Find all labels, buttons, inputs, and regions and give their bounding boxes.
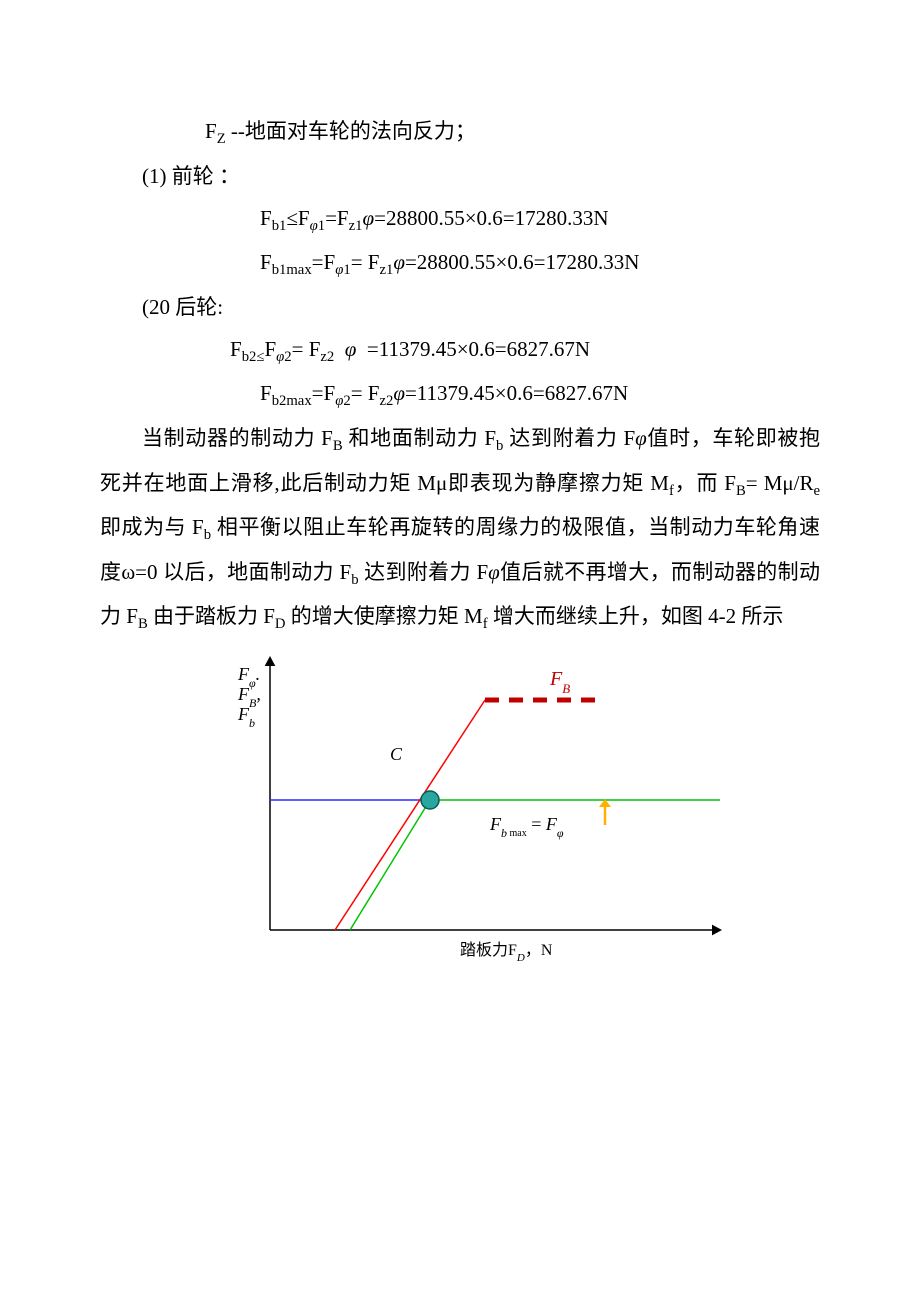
- item-20-rear-wheel: (20 后轮:: [100, 286, 820, 328]
- item-1-front-wheel: (1) 前轮 ：: [100, 155, 820, 197]
- equation-fb2max: Fb2max=Fφ2= Fz2φ=11379.45×0.6=6827.67N: [100, 372, 820, 417]
- chart-figure-4-2: Fφ.FB,FbCFBFb max = Fφ踏板力FD，N: [180, 650, 740, 970]
- equation-fb1: Fb1≤Fφ1=Fz1φ=28800.55×0.6=17280.33N: [100, 197, 820, 242]
- svg-text:C: C: [390, 744, 403, 764]
- equation-fb2: Fb2≤Fφ2= Fz2 φ =11379.45×0.6=6827.67N: [100, 328, 820, 373]
- equation-fb1max: Fb1max=Fφ1= Fz1φ=28800.55×0.6=17280.33N: [100, 241, 820, 286]
- tok-rest: --地面对车轮的法向反力；: [226, 119, 476, 143]
- tok-F: F: [205, 119, 217, 143]
- tok-Z: Z: [217, 131, 226, 147]
- chart-svg: Fφ.FB,FbCFBFb max = Fφ踏板力FD，N: [180, 650, 740, 970]
- text-fz-definition: FZ --地面对车轮的法向反力；: [100, 110, 820, 155]
- paragraph-body: 当制动器的制动力 FB 和地面制动力 Fb 达到附着力 Fφ值时，车轮即被抱死并…: [100, 417, 820, 640]
